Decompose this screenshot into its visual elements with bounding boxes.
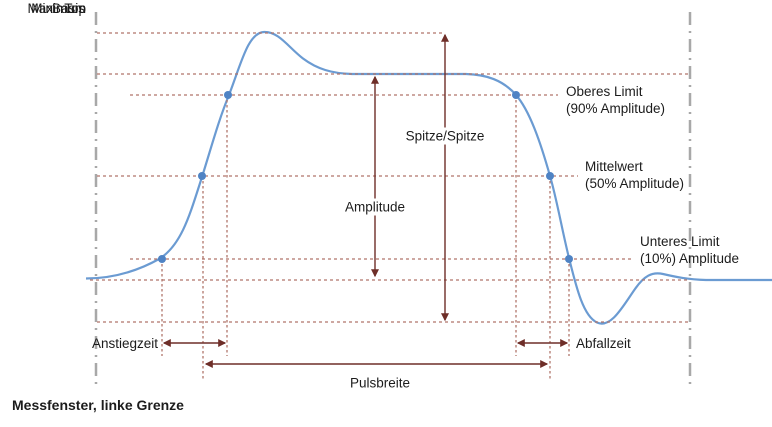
label-maximum: Maximum — [27, 1, 86, 16]
label-top: Top — [64, 1, 86, 16]
dot-fall-90pct — [512, 91, 520, 99]
label-upper-limit: Oberes Limit (90% Amplitude) — [566, 83, 665, 117]
label-mid-level-line2: (50% Amplitude) — [585, 176, 685, 191]
dot-fall-10pct — [565, 255, 573, 263]
label-lower-limit: Unteres Limit (10%) Amplitude — [640, 233, 739, 267]
caption-measure-window: Messfenster, linke Grenze — [12, 397, 184, 413]
label-basis: Basis — [51, 1, 85, 16]
label-upper-limit-line1: Oberes Limit — [566, 84, 643, 99]
label-mid-level-line1: Mittelwert — [585, 159, 643, 174]
label-upper-limit-line2: (90% Amplitude) — [566, 101, 666, 116]
label-rise-time: Anstiegzeit — [91, 336, 158, 351]
label-minimum: Minimum — [31, 1, 86, 16]
label-pulse-width: Pulsbreite — [349, 375, 411, 391]
label-lower-limit-line2: (10%) Amplitude — [640, 251, 740, 266]
dot-rise-50pct — [198, 172, 206, 180]
label-mid-level: Mittelwert (50% Amplitude) — [585, 158, 684, 192]
label-peak-to-peak: Spitze/Spitze — [401, 127, 489, 145]
label-amplitude: Amplitude — [340, 198, 410, 216]
dot-rise-90pct — [224, 91, 232, 99]
label-lower-limit-line1: Unteres Limit — [640, 234, 720, 249]
dot-fall-50pct — [546, 172, 554, 180]
dot-rise-10pct — [158, 255, 166, 263]
label-fall-time: Abfallzeit — [576, 336, 631, 351]
